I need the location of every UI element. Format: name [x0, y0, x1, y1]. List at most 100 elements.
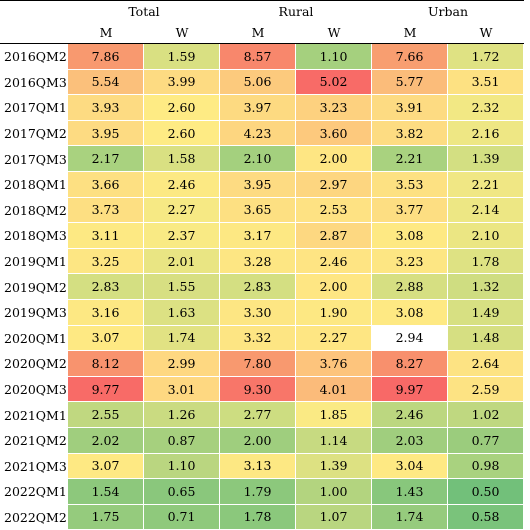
heatmap-cell: 2.00 — [296, 146, 372, 172]
heatmap-cell: 2.94 — [372, 325, 448, 352]
heatmap-cell: 5.06 — [220, 69, 296, 96]
table-row: 2017QM1 3.93 2.60 3.97 3.23 3.91 2.32 — [0, 95, 524, 121]
heatmap-cell: 3.23 — [296, 95, 372, 121]
corner-header — [0, 0, 68, 21]
row-period-label: 2017QM1 — [4, 100, 67, 116]
heatmap-cell: 2.16 — [448, 120, 524, 147]
heatmap-cell: 0.58 — [448, 504, 524, 530]
heatmap-cell: 3.76 — [296, 351, 372, 377]
heatmap-cell: 9.77 — [68, 376, 144, 403]
heatmap-cell: 2.88 — [372, 274, 448, 300]
heatmap-cell: 1.58 — [144, 146, 220, 172]
heatmap-cell: 7.80 — [220, 351, 296, 377]
heatmap-cell: 3.17 — [220, 223, 296, 249]
heatmap-cell: 1.14 — [296, 427, 372, 454]
row-period-label: 2021QM2 — [4, 433, 67, 449]
heatmap-cell: 3.60 — [296, 120, 372, 147]
heatmap-cell: 2.02 — [68, 427, 144, 454]
heatmap-cell: 9.97 — [372, 376, 448, 403]
heatmap-cell: 1.72 — [448, 44, 524, 70]
heatmap-cell: 1.02 — [448, 402, 524, 428]
row-period-label: 2018QM3 — [4, 228, 67, 244]
row-period-label: 2018QM2 — [4, 202, 67, 218]
heatmap-cell: 5.02 — [296, 69, 372, 96]
heatmap-cell: 5.77 — [372, 69, 448, 96]
heatmap-cell: 3.16 — [68, 299, 144, 326]
heatmap-cell: 0.50 — [448, 479, 524, 505]
heatmap-cell: 7.86 — [68, 44, 144, 70]
heatmap-cell: 1.55 — [144, 274, 220, 300]
heatmap-cell: 2.83 — [220, 274, 296, 300]
heatmap-cell: 2.10 — [220, 146, 296, 172]
heatmap-cell: 1.85 — [296, 402, 372, 428]
row-period-label: 2017QM3 — [4, 151, 67, 167]
heatmap-cell: 1.00 — [296, 479, 372, 505]
heatmap-cell: 1.39 — [448, 146, 524, 172]
heatmap-cell: 1.10 — [296, 44, 372, 70]
table-row: 2017QM3 2.17 1.58 2.10 2.00 2.21 1.39 — [0, 146, 524, 172]
heatmap-cell: 9.30 — [220, 376, 296, 403]
heatmap-cell: 2.60 — [144, 95, 220, 121]
heatmap-cell: 2.14 — [448, 197, 524, 224]
heatmap-cell: 1.43 — [372, 479, 448, 505]
heatmap-cell: 1.75 — [68, 504, 144, 530]
heatmap-cell: 8.57 — [220, 44, 296, 70]
heatmap-cell: 1.54 — [68, 479, 144, 505]
heatmap-cell: 8.27 — [372, 351, 448, 377]
heatmap-cell: 1.59 — [144, 44, 220, 70]
heatmap-cell: 0.71 — [144, 504, 220, 530]
table-row: 2019QM1 3.25 2.01 3.28 2.46 3.23 1.78 — [0, 248, 524, 275]
row-period-label: 2018QM1 — [4, 177, 67, 193]
heatmap-cell: 3.51 — [448, 69, 524, 96]
heatmap-cell: 3.30 — [220, 299, 296, 326]
table-row: 2020QM1 3.07 1.74 3.32 2.27 2.94 1.48 — [0, 325, 524, 352]
table-row: 2017QM2 3.95 2.60 4.23 3.60 3.82 2.16 — [0, 120, 524, 147]
heatmap-cell: 1.26 — [144, 402, 220, 428]
heatmap-cell: 2.00 — [220, 427, 296, 454]
table-row: 2021QM1 2.55 1.26 2.77 1.85 2.46 1.02 — [0, 402, 524, 428]
sub-header-rural-m: M — [220, 21, 296, 44]
row-period-label: 2016QM3 — [4, 74, 67, 90]
group-header-total: Total — [68, 0, 220, 21]
heatmap-cell: 3.04 — [372, 453, 448, 480]
table-body: 2016QM2 7.86 1.59 8.57 1.10 7.66 1.72 2016QM3 5.… — [0, 44, 524, 530]
table-row: 2020QM3 9.77 3.01 9.30 4.01 9.97 2.59 — [0, 376, 524, 403]
heatmap-cell: 3.25 — [68, 248, 144, 275]
heatmap-cell: 4.23 — [220, 120, 296, 147]
heatmap-cell: 0.65 — [144, 479, 220, 505]
table-row: 2021QM2 2.02 0.87 2.00 1.14 2.03 0.77 — [0, 427, 524, 454]
heatmap-cell: 1.78 — [448, 248, 524, 275]
table-row: 2020QM2 8.12 2.99 7.80 3.76 8.27 2.64 — [0, 351, 524, 377]
heatmap-cell: 3.08 — [372, 299, 448, 326]
row-period-label: 2019QM1 — [4, 254, 67, 270]
heatmap-cell: 2.21 — [372, 146, 448, 172]
row-period-label: 2022QM2 — [4, 509, 67, 525]
heatmap-cell: 1.63 — [144, 299, 220, 326]
heatmap-cell: 2.01 — [144, 248, 220, 275]
row-period-label: 2022QM1 — [4, 484, 67, 500]
table-row: 2019QM3 3.16 1.63 3.30 1.90 3.08 1.49 — [0, 299, 524, 326]
row-period-label: 2020QM2 — [4, 356, 67, 372]
heatmap-cell: 3.28 — [220, 248, 296, 275]
sub-header-total-w: W — [144, 21, 220, 44]
sub-header-rural-w: W — [296, 21, 372, 44]
table-row: 2018QM3 3.11 2.37 3.17 2.87 3.08 2.10 — [0, 223, 524, 249]
table-row: 2021QM3 3.07 1.10 3.13 1.39 3.04 0.98 — [0, 453, 524, 480]
group-header-rural: Rural — [220, 0, 372, 21]
heatmap-cell: 1.74 — [372, 504, 448, 530]
heatmap-cell: 2.99 — [144, 351, 220, 377]
heatmap-cell: 2.46 — [372, 402, 448, 428]
heatmap-cell: 1.48 — [448, 325, 524, 352]
heatmap-cell: 2.53 — [296, 197, 372, 224]
heatmap-cell: 2.55 — [68, 402, 144, 428]
row-period-label: 2017QM2 — [4, 126, 67, 142]
heatmap-cell: 3.07 — [68, 325, 144, 352]
heatmap-cell: 2.87 — [296, 223, 372, 249]
heatmap-cell: 2.77 — [220, 402, 296, 428]
row-period-label: 2021QM3 — [4, 458, 67, 474]
table-row: 2018QM2 3.73 2.27 3.65 2.53 3.77 2.14 — [0, 197, 524, 224]
heatmap-cell: 2.21 — [448, 171, 524, 198]
heatmap-cell: 2.03 — [372, 427, 448, 454]
heatmap-cell: 3.08 — [372, 223, 448, 249]
